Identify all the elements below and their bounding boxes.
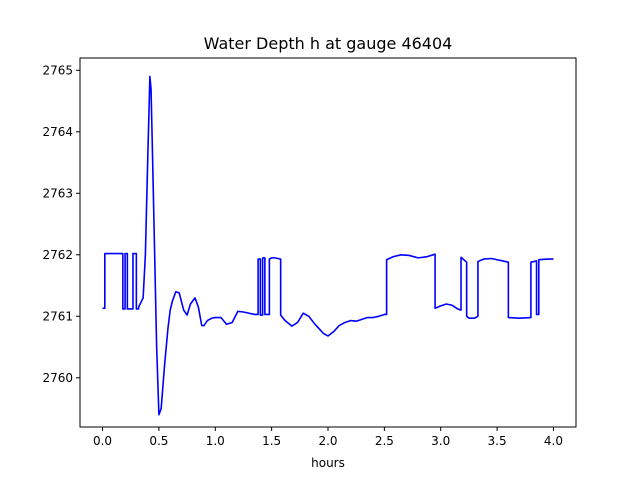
y-tick-label: 2760 bbox=[42, 371, 73, 385]
series-layer bbox=[102, 75, 554, 416]
x-tick-label: 3.5 bbox=[488, 434, 507, 448]
x-tick-label: 1.5 bbox=[262, 434, 281, 448]
plot-area bbox=[80, 58, 576, 427]
x-tick-label: 0.0 bbox=[93, 434, 112, 448]
x-axis: 0.0 0.5 1.0 1.5 2.0 2.5 3.0 3.5 4.0 bbox=[93, 427, 563, 448]
y-tick-label: 2762 bbox=[42, 248, 73, 262]
x-tick-label: 4.0 bbox=[544, 434, 563, 448]
x-tick-label: 3.0 bbox=[431, 434, 450, 448]
y-tick-label: 2763 bbox=[42, 186, 73, 200]
y-axis: 2760 2761 2762 2763 2764 2765 bbox=[42, 63, 80, 385]
y-tick-label: 2761 bbox=[42, 309, 73, 323]
y-tick-label: 2764 bbox=[42, 125, 73, 139]
chart-title: Water Depth h at gauge 46404 bbox=[204, 34, 453, 53]
x-tick-label: 2.0 bbox=[318, 434, 337, 448]
series-line bbox=[102, 75, 554, 416]
x-axis-label: hours bbox=[311, 456, 345, 470]
x-tick-label: 2.5 bbox=[375, 434, 394, 448]
x-tick-label: 1.0 bbox=[206, 434, 225, 448]
y-tick-label: 2765 bbox=[42, 63, 73, 77]
x-tick-label: 0.5 bbox=[149, 434, 168, 448]
